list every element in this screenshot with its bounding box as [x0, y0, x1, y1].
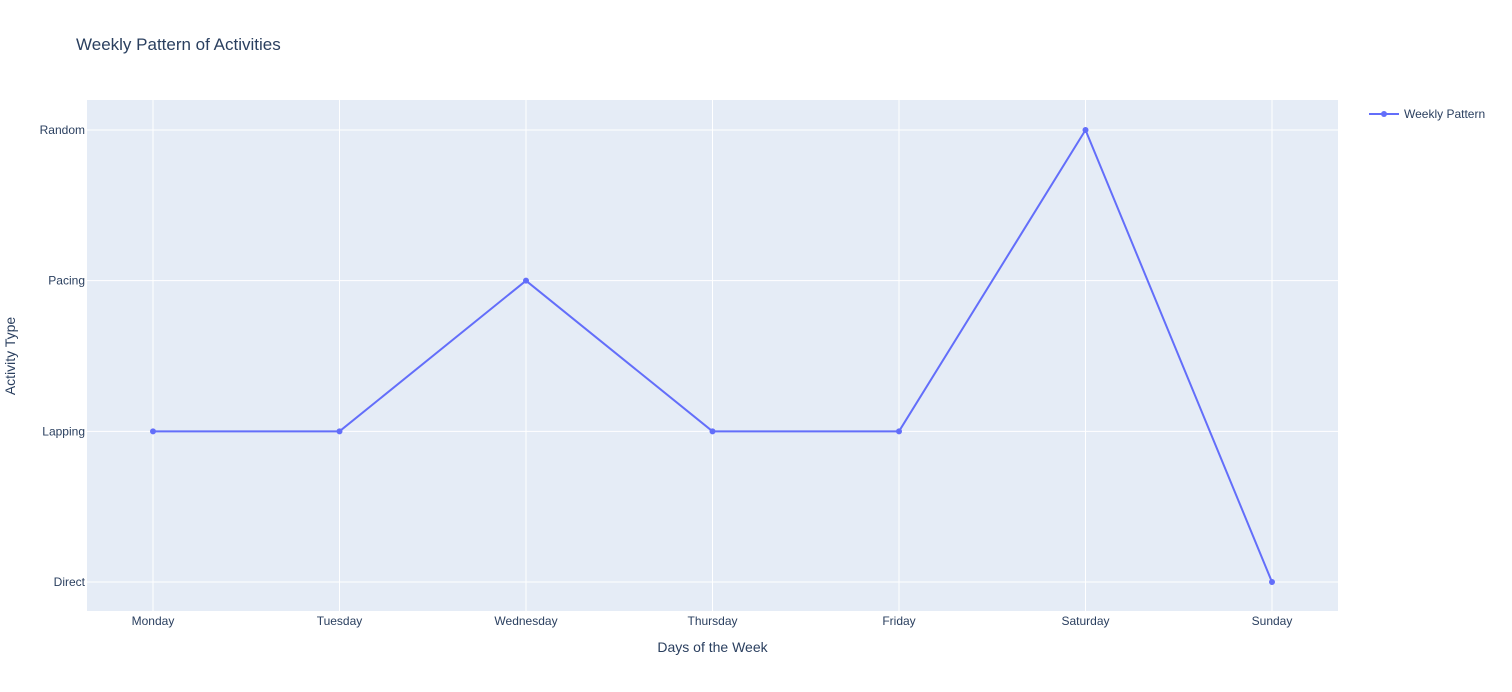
x-axis-title: Days of the Week: [657, 639, 768, 655]
data-point-monday[interactable]: [150, 428, 156, 435]
x-tick-label: Saturday: [1061, 614, 1109, 628]
y-tick-label: Pacing: [48, 274, 85, 288]
legend-item[interactable]: Weekly Pattern: [1369, 107, 1485, 121]
data-point-thursday[interactable]: [709, 428, 716, 435]
y-tick-label: Random: [40, 123, 85, 137]
legend[interactable]: Weekly Pattern: [1369, 107, 1485, 121]
y-axis-title: Activity Type: [2, 317, 18, 396]
data-point-saturday[interactable]: [1082, 127, 1089, 133]
y-tick-label: Direct: [54, 575, 86, 589]
chart-title: Weekly Pattern of Activities: [76, 35, 281, 54]
y-tick-labels: Direct Lapping Pacing Random: [40, 123, 86, 589]
data-point-sunday[interactable]: [1269, 579, 1275, 585]
x-tick-labels: Monday Tuesday Wednesday Thursday Friday Satu…: [132, 614, 1293, 628]
x-tick-label: Monday: [132, 614, 175, 628]
legend-marker-swatch: [1381, 111, 1387, 117]
data-point-tuesday[interactable]: [336, 428, 343, 435]
legend-label: Weekly Pattern: [1404, 107, 1485, 121]
x-tick-label: Wednesday: [494, 614, 557, 628]
data-point-wednesday[interactable]: [523, 277, 529, 284]
x-tick-label: Friday: [882, 614, 915, 628]
x-gridlines: [152, 100, 1273, 611]
x-tick-label: Thursday: [687, 614, 737, 628]
x-tick-label: Tuesday: [317, 614, 363, 628]
data-point-friday[interactable]: [896, 428, 902, 435]
y-tick-label: Lapping: [42, 424, 85, 438]
x-tick-label: Sunday: [1252, 614, 1293, 628]
series-layer: [150, 127, 1275, 585]
